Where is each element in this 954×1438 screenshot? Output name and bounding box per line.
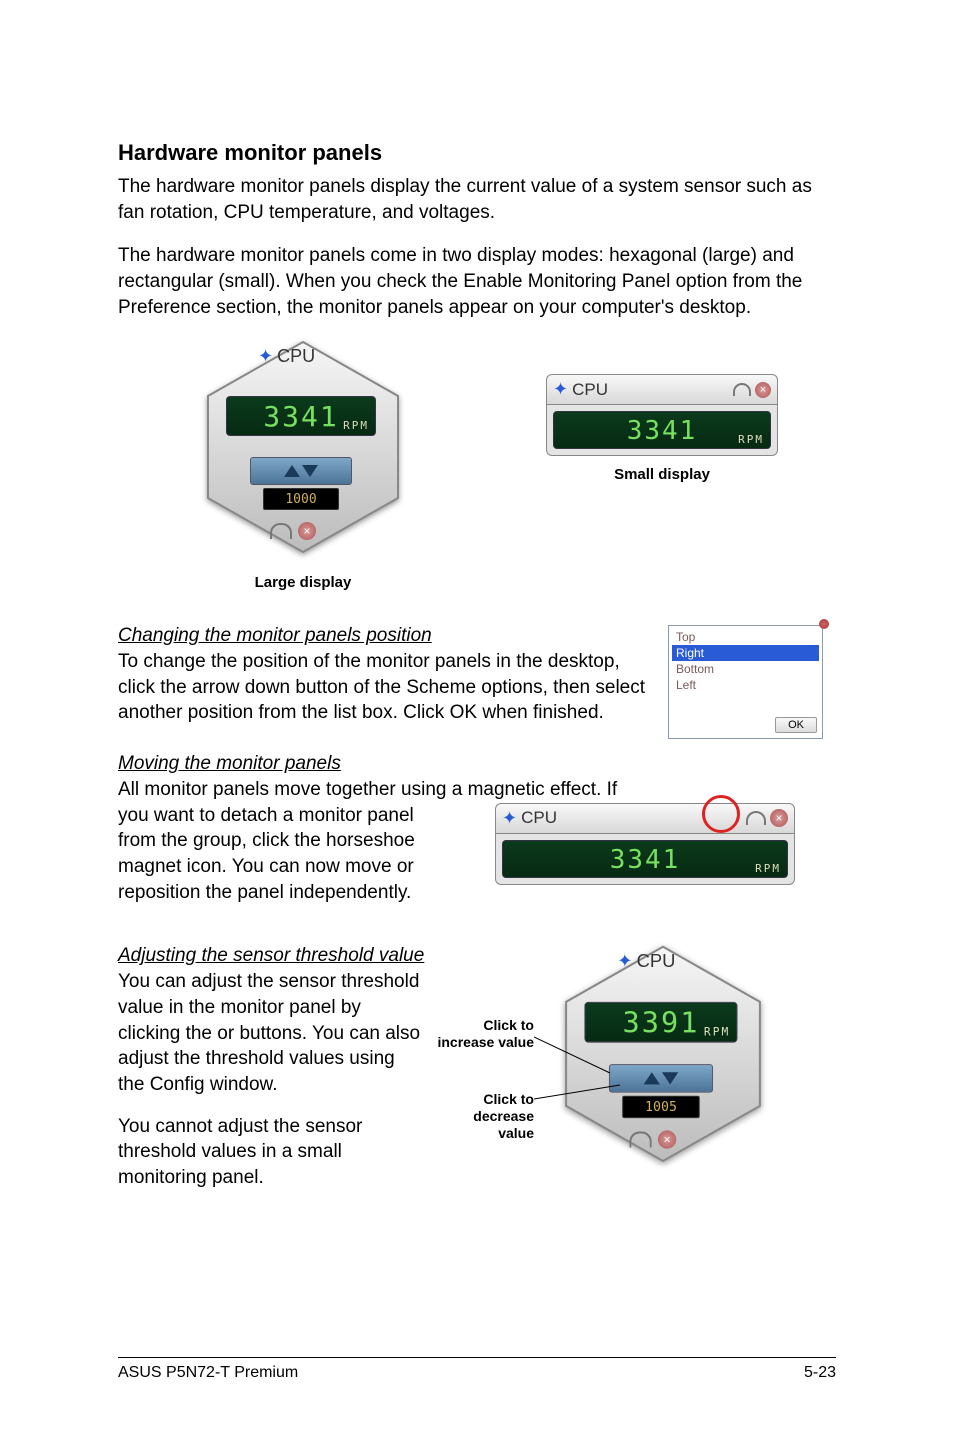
increase-arrow-icon[interactable] <box>644 1073 660 1085</box>
listbox-option-left[interactable]: Left <box>672 677 819 693</box>
display-examples-row: ✦ CPU 3341 RPM 1000 × Large display <box>118 338 836 591</box>
footer-right: 5-23 <box>804 1364 836 1382</box>
decrease-callout: Click to decrease value <box>434 1091 534 1141</box>
decrease-callout-line <box>534 1083 624 1103</box>
footer-left: ASUS P5N72-T Premium <box>118 1364 298 1382</box>
increase-arrow-icon[interactable] <box>284 465 300 477</box>
listbox-option-right[interactable]: Right <box>672 645 819 661</box>
red-highlight-circle <box>702 795 740 833</box>
adjust-threshold-stepper[interactable] <box>609 1064 713 1093</box>
fan-icon: ✦ <box>258 346 273 367</box>
moving-example-gauge: ✦CPU × 3341 RPM <box>495 803 795 885</box>
magnet-icon[interactable] <box>733 383 751 396</box>
small-gauge-label-text: CPU <box>572 380 608 400</box>
moving-gauge-value: 3341 <box>610 845 681 875</box>
threshold-stepper[interactable] <box>250 457 352 485</box>
intro-para-1: The hardware monitor panels display the … <box>118 174 836 225</box>
gauge-label-text: CPU <box>277 346 315 367</box>
large-display-col: ✦ CPU 3341 RPM 1000 × Large display <box>118 338 488 591</box>
moving-panels-section: you want to detach a monitor panel from … <box>118 803 836 906</box>
adjust-gauge-label-text: CPU <box>637 951 676 972</box>
adjust-gauge-value: 3391 <box>622 1006 699 1040</box>
increase-callout: Click to increase value <box>434 1017 534 1051</box>
small-rect-gauge: ✦ CPU × 3341 RPM <box>546 374 778 456</box>
changing-position-title: Changing the monitor panels position <box>118 625 656 647</box>
small-gauge-header: ✦ CPU × <box>546 374 778 404</box>
magnet-icon[interactable] <box>746 811 766 825</box>
adjust-bottom-icons: × <box>629 1131 676 1149</box>
close-icon[interactable]: × <box>298 522 316 540</box>
moving-gauge-label-text: CPU <box>521 808 557 828</box>
gauge-value-display: 3341 RPM <box>226 396 376 436</box>
decrease-arrow-icon[interactable] <box>302 465 318 477</box>
small-gauge-unit: RPM <box>738 434 764 445</box>
small-gauge-label: ✦ CPU <box>553 379 608 400</box>
adjust-gauge-label: ✦ CPU <box>617 951 675 972</box>
magnet-icon[interactable] <box>270 523 292 539</box>
fan-icon: ✦ <box>617 951 632 972</box>
fan-icon: ✦ <box>553 379 568 400</box>
listbox-option-bottom[interactable]: Bottom <box>672 661 819 677</box>
listbox-option-top[interactable]: Top <box>672 629 819 645</box>
ok-button[interactable]: OK <box>775 717 817 733</box>
listbox-corner-icon <box>819 619 829 629</box>
page-heading: Hardware monitor panels <box>118 140 836 166</box>
page-footer: ASUS P5N72-T Premium 5-23 <box>118 1357 836 1382</box>
adjust-threshold-display: 1005 <box>622 1096 700 1118</box>
intro-para-2: The hardware monitor panels come in two … <box>118 243 836 320</box>
gauge-bottom-icons: × <box>270 522 316 540</box>
adjusting-text-1: You can adjust the sensor threshold valu… <box>118 969 426 1097</box>
threshold-display: 1000 <box>263 488 339 510</box>
changing-position-text: To change the position of the monitor pa… <box>118 649 656 726</box>
moving-panels-title: Moving the monitor panels <box>118 753 836 775</box>
position-listbox-image: Top Right Bottom Left OK <box>668 625 836 739</box>
changing-position-section: Changing the monitor panels position To … <box>118 625 836 739</box>
gauge-label: ✦ CPU <box>258 346 315 367</box>
moving-panels-text-after: you want to detach a monitor panel from … <box>118 803 438 906</box>
small-gauge-value-display: 3341 RPM <box>553 411 771 449</box>
small-display-col: ✦ CPU × 3341 RPM Small display <box>488 338 836 591</box>
gauge-unit: RPM <box>343 420 369 431</box>
close-icon[interactable]: × <box>658 1131 676 1149</box>
position-listbox[interactable]: Top Right Bottom Left OK <box>668 625 823 739</box>
magnet-icon[interactable] <box>629 1132 651 1148</box>
close-icon[interactable]: × <box>770 809 788 827</box>
large-hex-gauge: ✦ CPU 3341 RPM 1000 × <box>198 338 408 568</box>
small-gauge-value: 3341 <box>627 416 698 446</box>
moving-gauge-unit: RPM <box>755 863 781 874</box>
adjusting-text-2: You cannot adjust the sensor threshold v… <box>118 1114 426 1191</box>
moving-gauge-value-display: 3341 RPM <box>502 840 788 878</box>
moving-gauge-header: ✦CPU × <box>495 803 795 833</box>
fan-icon: ✦ <box>502 808 517 829</box>
decrease-arrow-icon[interactable] <box>662 1073 678 1085</box>
small-display-caption: Small display <box>488 466 836 483</box>
small-gauge-body: 3341 RPM <box>546 404 778 456</box>
gauge-value: 3341 <box>263 400 338 433</box>
adjust-gauge-unit: RPM <box>704 1027 730 1038</box>
adjusting-title: Adjusting the sensor threshold value <box>118 945 426 967</box>
close-icon[interactable]: × <box>755 382 771 398</box>
large-display-caption: Large display <box>118 574 488 591</box>
adjusting-threshold-section: Adjusting the sensor threshold value You… <box>118 945 836 1190</box>
increase-callout-line <box>534 1029 614 1079</box>
